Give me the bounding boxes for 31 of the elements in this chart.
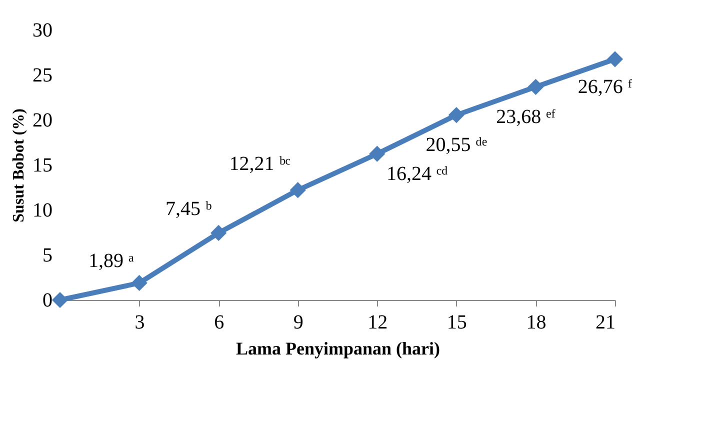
point xyxy=(210,224,227,242)
x-axis-title: Lama Penyimpanan (hari) xyxy=(236,338,440,358)
point xyxy=(448,106,464,124)
y-axis-title: Susut Bobot (%) xyxy=(10,108,28,222)
point xyxy=(290,182,306,198)
x-tick-label: 6 xyxy=(214,312,224,334)
x-tick-label: 9 xyxy=(293,312,304,334)
text: 20,55 ᵈᵉ xyxy=(426,134,488,156)
y-tick-label: 5 xyxy=(42,244,52,266)
y-tick-label: 30 xyxy=(32,20,52,42)
x-tick-label: 21 xyxy=(596,312,616,334)
text: 23,68 ᵉᶠ xyxy=(496,106,556,128)
point xyxy=(528,78,544,95)
text: 12,21 ᵇᶜ xyxy=(229,153,291,176)
point xyxy=(606,51,624,68)
y-tick-label: 20 xyxy=(32,110,52,132)
x-tick-label: 18 xyxy=(526,312,546,334)
y-tick-label: 0 xyxy=(42,290,52,312)
text: 7,45 ᵇ xyxy=(165,198,212,220)
x-tick-label: 15 xyxy=(446,312,467,334)
y-tick-label: 15 xyxy=(32,154,52,176)
y-tick-label: 10 xyxy=(32,200,52,222)
point xyxy=(52,292,68,308)
y-tick-label: 25 xyxy=(32,64,52,86)
x-tick-label: 3 xyxy=(134,312,145,334)
text: 26,76 ᶠ xyxy=(578,76,632,98)
point xyxy=(369,146,386,162)
x-tick-label: 12 xyxy=(368,312,388,334)
text: 16,24 ᶜᵈ xyxy=(386,162,448,185)
text: 1,89 ᵃ xyxy=(88,250,134,272)
point xyxy=(131,274,148,292)
